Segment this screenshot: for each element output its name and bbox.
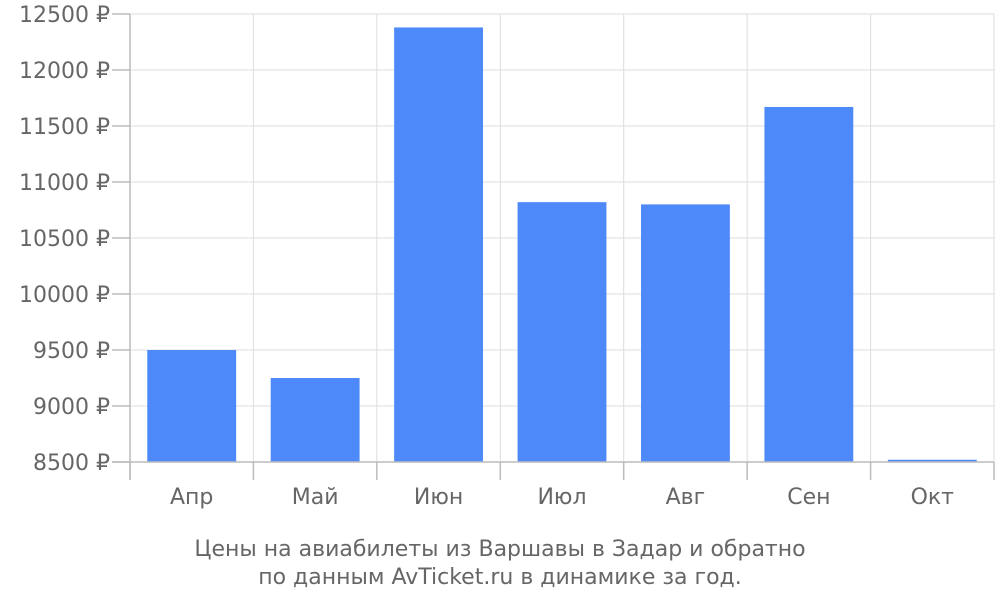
x-tick-label: Сен	[787, 485, 830, 510]
y-tick-label: 9000 ₽	[33, 395, 110, 420]
x-tick-label: Апр	[170, 485, 213, 510]
x-tick-label: Окт	[911, 485, 955, 510]
chart-caption-line-1: Цены на авиабилеты из Варшавы в Задар и …	[194, 537, 805, 562]
bar-6[interactable]	[764, 106, 854, 463]
y-tick-label: 11500 ₽	[19, 115, 110, 140]
y-tick-label: 12500 ₽	[19, 3, 110, 28]
x-tick-labels: Апр Май Июн Июл Авг Сен Окт	[170, 485, 954, 510]
bar-5[interactable]	[640, 204, 730, 462]
bar-1[interactable]	[147, 350, 237, 462]
x-tick-label: Авг	[666, 485, 706, 510]
chart-caption-line-2: по данным AvTicket.ru в динамике за год.	[258, 565, 742, 590]
bars	[147, 27, 977, 463]
y-tick-labels: 8500 ₽ 9000 ₽ 9500 ₽ 10000 ₽ 10500 ₽ 11000 ₽ 1…	[19, 3, 110, 476]
x-tick-label: Май	[292, 485, 339, 510]
y-tick-label: 11000 ₽	[19, 171, 110, 196]
y-tick-label: 9500 ₽	[33, 339, 110, 364]
y-tick-label: 12000 ₽	[19, 59, 110, 84]
bar-4[interactable]	[517, 202, 607, 462]
bar-2[interactable]	[270, 378, 360, 462]
y-tick-label: 8500 ₽	[33, 451, 110, 476]
x-tick-label: Июл	[537, 485, 586, 510]
x-tick-label: Июн	[414, 485, 463, 510]
y-tick-label: 10000 ₽	[19, 283, 110, 308]
axes	[112, 13, 995, 480]
y-tick-label: 10500 ₽	[19, 227, 110, 252]
bar-3[interactable]	[394, 27, 484, 462]
bar-7[interactable]	[887, 459, 977, 462]
